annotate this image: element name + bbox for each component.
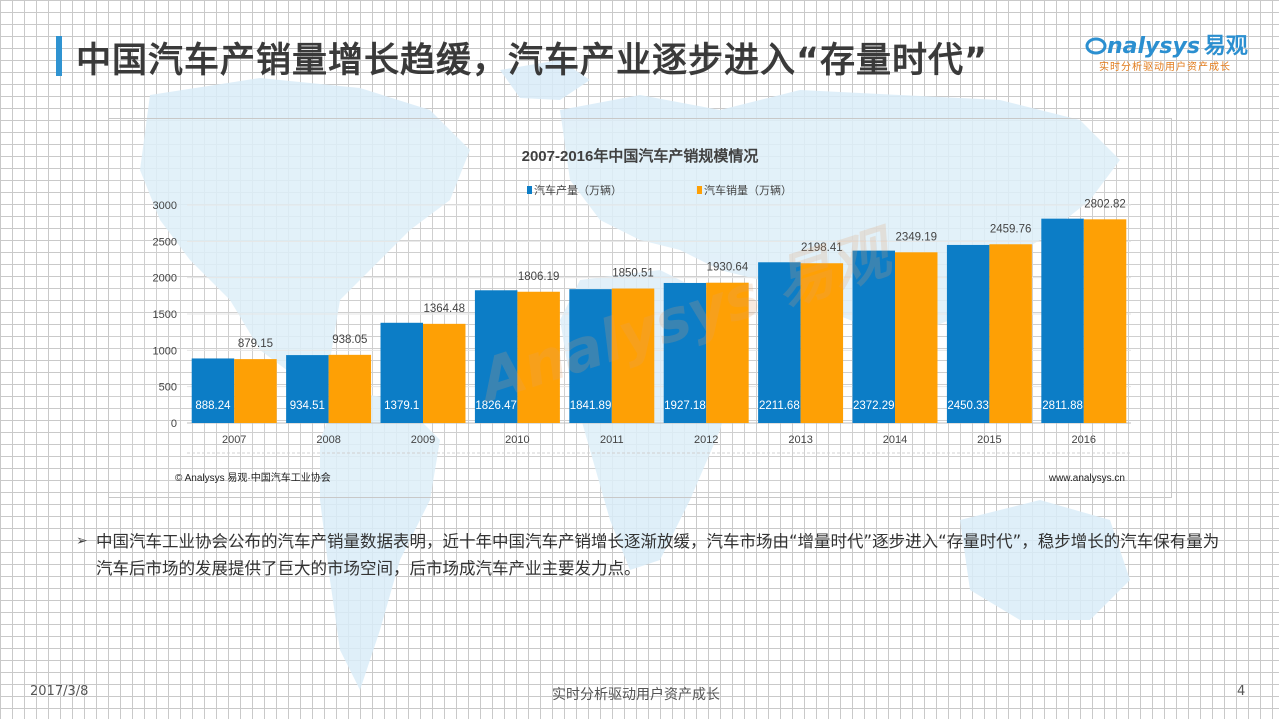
production-value-label: 2372.29 (853, 400, 895, 412)
x-axis: 2007 2008 2009 2010 2011 2012 2013 2014 2015 2016 (222, 434, 1096, 446)
sales-bar (234, 359, 277, 423)
chart-legend: 汽车产量（万辆） 汽车销量（万辆） (527, 183, 792, 197)
legend-swatch (527, 186, 532, 194)
production-bar (1041, 218, 1084, 423)
legend-label: 汽车产量（万辆） (534, 183, 622, 197)
logo-text: nalysys (1107, 34, 1200, 59)
y-tick-label: 500 (159, 382, 177, 394)
x-tick-label: 2015 (977, 434, 1001, 446)
production-bar (663, 282, 707, 423)
sales-value-label: 1930.64 (707, 262, 749, 274)
production-bar (286, 355, 329, 423)
sales-value-label: 2459.76 (990, 223, 1032, 235)
chart-title: 2007-2016年中国汽车产销规模情况 (522, 147, 759, 165)
y-tick-label: 0 (171, 418, 177, 430)
y-tick-label: 2500 (153, 236, 177, 248)
sales-bar (328, 354, 372, 423)
x-tick-label: 2011 (600, 434, 624, 446)
production-value-label: 1841.89 (570, 400, 612, 412)
x-tick-label: 2013 (788, 434, 812, 446)
production-bar (946, 244, 990, 423)
summary-text: 中国汽车工业协会公布的汽车产销量数据表明，近十年中国汽车产销增长逐渐放缓，汽车市… (96, 532, 1220, 578)
production-value-label: 934.51 (290, 400, 325, 412)
logo-swoosh-icon (1085, 37, 1107, 55)
logo-tagline: 实时分析驱动用户资产成长 (1099, 62, 1231, 73)
x-tick-label: 2010 (505, 434, 529, 446)
production-value-label: 1927.18 (664, 400, 706, 412)
sales-bar (423, 323, 466, 423)
production-value-label: 2211.68 (759, 400, 800, 412)
legend-label: 汽车销量（万辆） (704, 183, 792, 197)
bullet-arrow-icon: ➢ (76, 533, 88, 549)
logo-wordmark: nalysys 易观 (1085, 28, 1248, 60)
production-bar (474, 290, 518, 423)
sales-bar (706, 282, 749, 423)
production-bar (191, 358, 235, 423)
chart-frame: 2007-2016年中国汽车产销规模情况 汽车产量（万辆） 汽车销量（万辆） 0 5… (108, 118, 1172, 498)
sales-bar (895, 252, 938, 423)
x-tick-label: 2016 (1072, 434, 1096, 446)
sales-value-label: 1850.51 (612, 268, 654, 280)
sales-value-label: 1364.48 (423, 303, 465, 315)
sales-bar (1083, 219, 1127, 423)
footer-slogan: 实时分析驱动用户资产成长 (552, 687, 720, 703)
production-bar (852, 250, 895, 423)
sales-value-label: 2198.41 (801, 242, 843, 254)
sales-value-label: 2349.19 (895, 231, 937, 243)
sales-value-label: 1806.19 (518, 271, 560, 283)
y-tick-label: 1500 (153, 309, 177, 321)
sales-value-label: 879.15 (238, 338, 273, 350)
title-accent-bar (56, 36, 62, 76)
y-tick-label: 2000 (153, 273, 177, 285)
production-bar (569, 289, 612, 423)
production-value-label: 1379.1 (384, 400, 419, 412)
bar-series: 888.24 879.15 934.51 938.05 1379.1 1364.48 182… (191, 198, 1127, 423)
x-tick-label: 2009 (411, 434, 435, 446)
x-tick-label: 2008 (316, 434, 340, 446)
production-value-label: 2450.33 (947, 400, 989, 412)
bar-chart: 2007-2016年中国汽车产销规模情况 汽车产量（万辆） 汽车销量（万辆） 0 5… (153, 147, 1131, 484)
page-title: 中国汽车产销量增长趋缓，汽车产业逐步进入“存量时代” (76, 41, 989, 81)
x-tick-label: 2014 (883, 434, 907, 446)
y-tick-label: 3000 (153, 200, 177, 212)
production-bar (380, 322, 423, 423)
chart-source: © Analysys 易观·中国汽车工业协会 (175, 471, 331, 484)
sales-bar (611, 288, 655, 423)
x-tick-label: 2007 (222, 434, 246, 446)
summary-bullet: ➢ 中国汽车工业协会公布的汽车产销量数据表明，近十年中国汽车产销增长逐渐放缓，汽… (76, 528, 1226, 582)
logo-cn-text: 易观 (1203, 34, 1248, 59)
sales-bar (517, 291, 560, 423)
production-value-label: 1826.47 (475, 400, 517, 412)
sales-value-label: 938.05 (332, 334, 367, 346)
sales-bar (800, 263, 844, 423)
production-value-label: 2811.88 (1042, 400, 1083, 412)
production-value-label: 888.24 (195, 400, 231, 412)
production-bar (758, 262, 801, 423)
sales-bar (989, 244, 1032, 423)
y-tick-label: 1000 (153, 345, 177, 357)
chart-website: www.analysys.cn (1048, 473, 1125, 484)
x-tick-label: 2012 (694, 434, 718, 446)
sales-value-label: 2802.82 (1084, 198, 1126, 210)
footer-date: 2017/3/8 (30, 684, 89, 699)
legend-swatch (697, 186, 702, 194)
analysys-logo: nalysys 易观 实时分析驱动用户资产成长 (1085, 28, 1248, 76)
y-axis: 0 500 1000 1500 2000 2500 3000 (153, 200, 177, 430)
page-number: 4 (1237, 684, 1246, 699)
